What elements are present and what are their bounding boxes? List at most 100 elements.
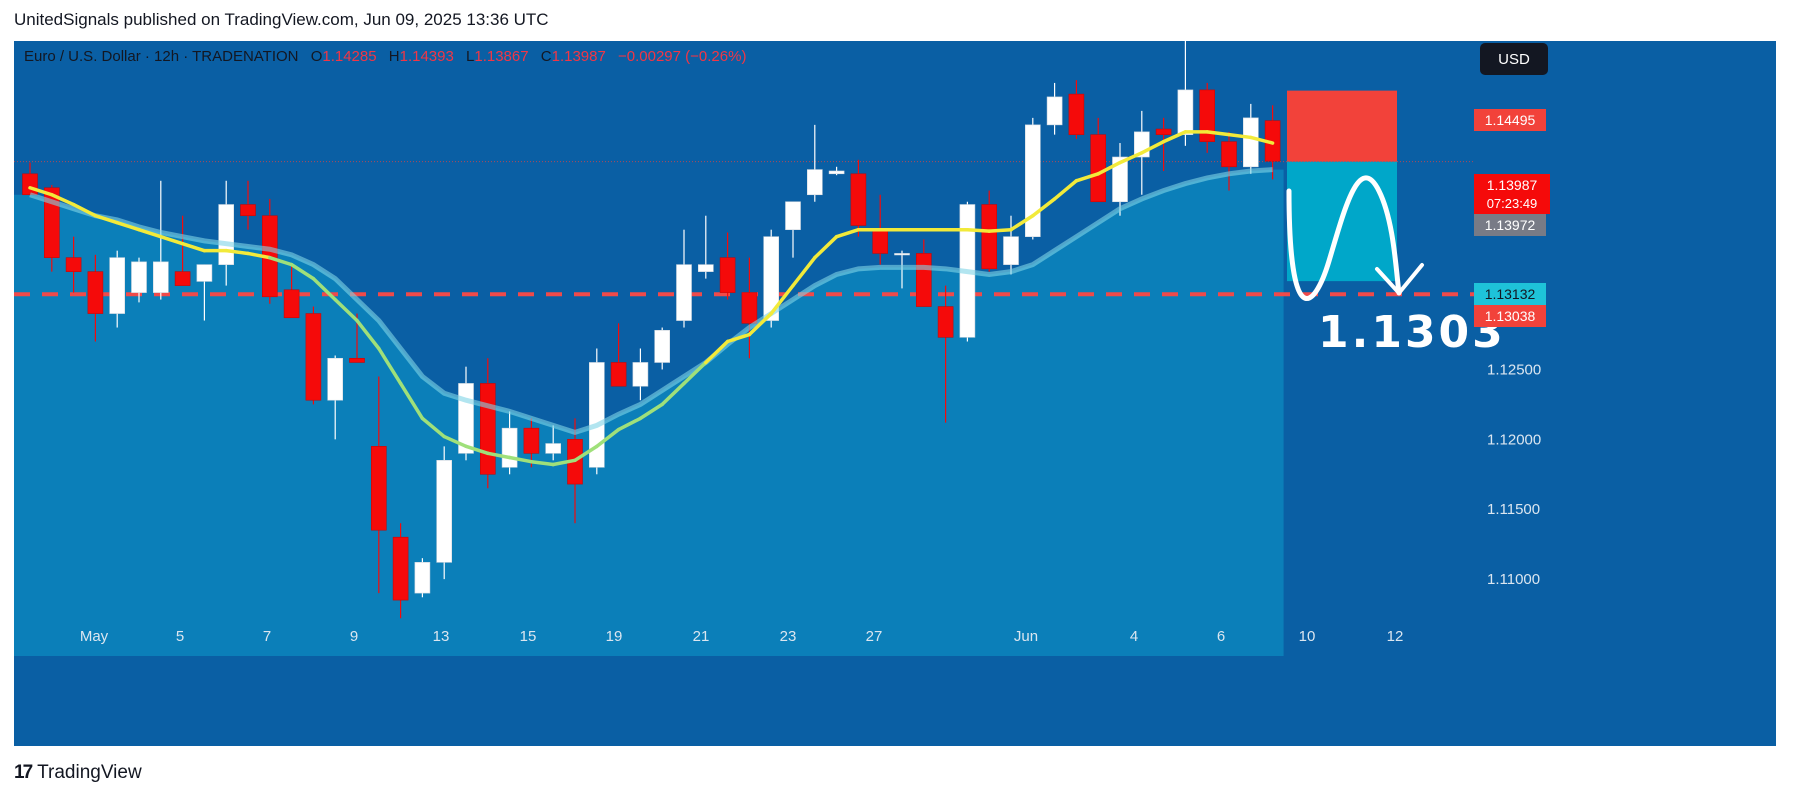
fast-ma-segment xyxy=(769,283,795,316)
fast-ma-segment xyxy=(1118,151,1144,165)
bull-candle xyxy=(1003,215,1019,275)
candle-body xyxy=(1199,89,1215,142)
candle-body xyxy=(872,229,889,254)
fast-ma-segment xyxy=(1205,130,1231,137)
candle-body xyxy=(1090,134,1106,203)
fast-ma-segment xyxy=(1074,172,1100,183)
candle-body xyxy=(632,362,649,387)
stop-loss-zone xyxy=(1287,90,1397,162)
tradingview-logo-icon: 17 xyxy=(14,762,33,783)
bull-candle xyxy=(327,355,344,440)
fast-ma-segment xyxy=(377,346,403,386)
x-tick-label: 19 xyxy=(606,628,623,645)
fast-ma-segment xyxy=(1096,160,1122,176)
gray-price-text: 1.13972 xyxy=(1485,217,1536,233)
candle-body xyxy=(850,173,867,226)
publisher-header: UnitedSignals published on TradingView.c… xyxy=(14,10,549,29)
fast-ma-segment xyxy=(311,276,337,302)
x-tick-label: May xyxy=(80,628,109,645)
y-tick-label: 1.11000 xyxy=(1487,571,1540,588)
bull-candle xyxy=(632,348,649,401)
fast-ma-segment xyxy=(507,455,534,464)
low-value: 1.13867 xyxy=(474,48,528,65)
x-tick-label: 5 xyxy=(176,628,184,645)
x-axis: May 5 7 9 13 15 19 21 23 27 Jun 4 6 10 12 xyxy=(80,628,1404,645)
dashed-price-badge xyxy=(1474,305,1546,327)
x-tick-label: 21 xyxy=(693,628,710,645)
bear-candle xyxy=(523,418,540,468)
footer-brand: TradingView xyxy=(37,762,142,783)
fast-ma-segment xyxy=(1140,139,1166,155)
dashed-price-text: 1.13038 xyxy=(1485,308,1536,324)
symbol-label: Euro / U.S. Dollar · 12h · TRADENATION xyxy=(24,48,299,65)
bear-candle xyxy=(1155,117,1172,171)
bull-candle xyxy=(153,180,169,300)
candle-body xyxy=(741,292,758,324)
candle-body xyxy=(1068,93,1085,135)
fast-ma-segment xyxy=(50,193,76,207)
change-value: −0.00297 (−0.26%) xyxy=(618,48,746,65)
x-tick-label: 10 xyxy=(1299,628,1316,645)
open-value: 1.14285 xyxy=(322,48,376,65)
candle-body xyxy=(981,204,998,270)
fast-ma-segment xyxy=(333,297,359,323)
close-value: 1.13987 xyxy=(552,48,606,65)
fast-ma-segment xyxy=(1249,135,1275,145)
x-tick-label: 9 xyxy=(350,628,358,645)
legend-row: Euro / U.S. Dollar · 12h · TRADENATION O… xyxy=(24,48,746,65)
candle-body xyxy=(1003,236,1019,265)
open-label: O xyxy=(311,48,323,65)
bear-candle xyxy=(392,523,409,619)
candle-body xyxy=(218,204,234,265)
candle-body xyxy=(894,253,910,256)
fast-ma-segment xyxy=(398,381,425,421)
currency-button[interactable]: USD xyxy=(1480,43,1548,75)
fast-ma-segment xyxy=(551,458,577,467)
fast-ma-segment xyxy=(595,427,621,449)
candle-body xyxy=(588,362,605,468)
candle-body xyxy=(196,264,213,282)
bull-candle xyxy=(414,558,431,598)
bull-candle xyxy=(131,257,147,303)
candle-body xyxy=(1243,117,1259,168)
fast-ma-segment xyxy=(224,248,250,256)
currency-button-bg[interactable] xyxy=(1480,43,1548,75)
bear-candle xyxy=(1068,80,1085,139)
currency-button-label[interactable]: USD xyxy=(1498,51,1530,68)
candle-body xyxy=(22,173,38,196)
bear-candle xyxy=(283,264,300,319)
candle-body xyxy=(785,201,801,230)
candle-body xyxy=(654,330,671,363)
fast-ma-segment xyxy=(464,444,490,456)
fast-ma-segment xyxy=(704,339,730,365)
teal-price-text: 1.13132 xyxy=(1485,286,1536,302)
gray-price-badge xyxy=(1474,214,1546,236)
bear-candle xyxy=(174,215,191,286)
fast-ma-segment xyxy=(834,227,861,239)
candle-body xyxy=(501,427,518,468)
bull-candle xyxy=(1024,117,1041,240)
fast-ma-segment xyxy=(987,227,1013,233)
countdown-text: 07:23:49 xyxy=(1487,196,1538,211)
candle-body xyxy=(370,446,387,531)
bear-candle xyxy=(370,376,387,594)
target-price-label: 1.1303 xyxy=(1318,307,1506,358)
candle-body xyxy=(109,257,125,314)
candle-body xyxy=(174,271,191,286)
bull-candle xyxy=(588,348,605,475)
candle-body xyxy=(610,362,627,387)
x-tick-label: 15 xyxy=(520,628,537,645)
candle-body xyxy=(1024,124,1041,237)
high-value: 1.14393 xyxy=(400,48,454,65)
x-tick-label: 4 xyxy=(1130,628,1138,645)
candle-body xyxy=(131,261,147,293)
x-tick-label: 27 xyxy=(866,628,883,645)
bull-candle xyxy=(806,124,823,202)
bear-candle xyxy=(1090,117,1106,203)
forecast-drawing xyxy=(1286,175,1424,301)
fast-ma-segment xyxy=(1161,130,1188,144)
candle-body xyxy=(828,170,845,175)
bear-candle xyxy=(719,232,736,300)
